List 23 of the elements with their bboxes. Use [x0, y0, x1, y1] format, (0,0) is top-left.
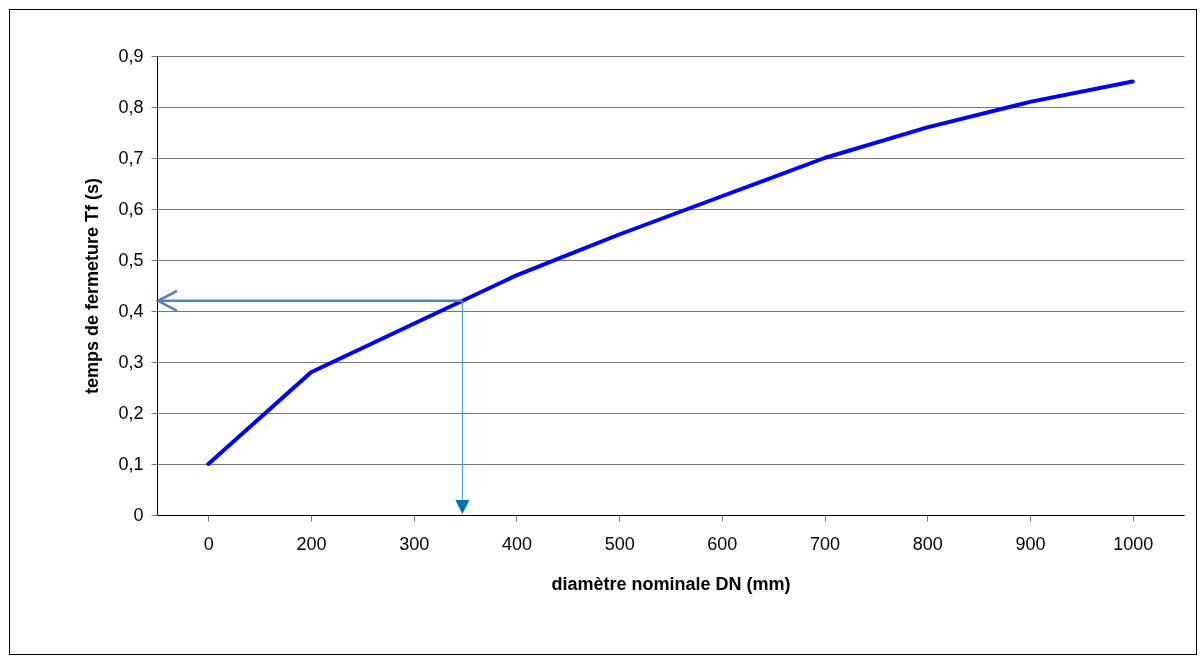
- y-tick-label: 0,5: [118, 249, 144, 270]
- x-tick-label: 1000: [1113, 533, 1154, 554]
- y-tick-label: 0,1: [118, 453, 144, 474]
- x-tick-label: 800: [912, 533, 943, 554]
- x-tick-label: 200: [296, 533, 327, 554]
- x-tick-label: 300: [399, 533, 430, 554]
- y-axis-title: temps de fermeture Tf (s): [82, 177, 103, 395]
- y-tick-label: 0,9: [118, 45, 144, 66]
- x-tick-label: 500: [604, 533, 635, 554]
- y-tick-label: 0,2: [118, 402, 144, 423]
- x-axis-title: diamètre nominale DN (mm): [551, 573, 791, 594]
- x-tick-label: 700: [810, 533, 841, 554]
- x-tick-label: 600: [707, 533, 738, 554]
- line-series: [206, 79, 1135, 466]
- y-tick-label: 0,6: [118, 198, 144, 219]
- y-tick-label: 0,7: [118, 147, 144, 168]
- y-tick-label: 0,8: [118, 96, 144, 117]
- y-tick-label: 0: [133, 504, 144, 525]
- x-tick-label: 400: [501, 533, 532, 554]
- x-tick-label: 0: [203, 533, 214, 554]
- x-tick-label: 900: [1015, 533, 1046, 554]
- y-tick-label: 0,3: [118, 351, 144, 372]
- y-tick-label: 0,4: [118, 300, 144, 321]
